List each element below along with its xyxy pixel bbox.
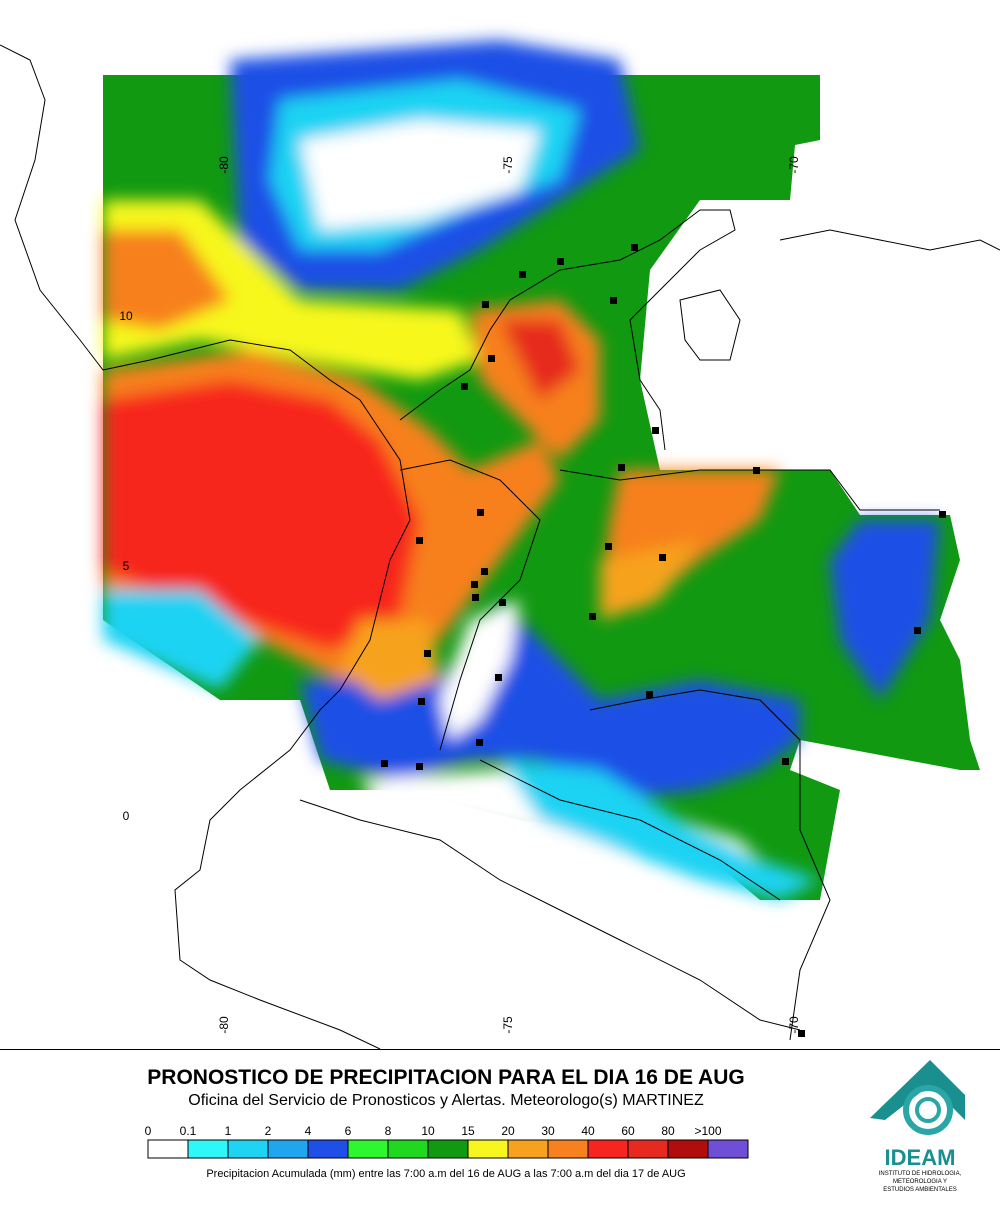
colorbar-swatch <box>387 1139 429 1159</box>
logo: IDEAM INSTITUTO DE HIDROLOGIA, METEOROLO… <box>870 1060 965 1193</box>
colorbar-swatch <box>227 1139 269 1159</box>
colorbar: 0 0.1 1 2 4 6 8 10 15 20 30 40 60 80 >100 <box>145 1124 749 1159</box>
colorbar-label: 80 <box>661 1124 675 1138</box>
colorbar-swatch <box>347 1139 389 1159</box>
colorbar-swatch <box>507 1139 549 1159</box>
logo-line: METEOROLOGIA Y <box>893 1179 947 1185</box>
lat-label: 10 <box>119 309 133 323</box>
lon-label: -75 <box>501 156 515 174</box>
colorbar-swatch <box>147 1139 189 1159</box>
colorbar-label: 0.1 <box>180 1124 197 1138</box>
lon-label: -70 <box>787 1016 801 1034</box>
colorbar-swatch <box>707 1139 749 1159</box>
colorbar-swatch <box>467 1139 509 1159</box>
lon-label: -80 <box>217 156 231 174</box>
lon-label: -80 <box>217 1016 231 1034</box>
lon-label: -75 <box>501 1016 515 1034</box>
colorbar-label: 4 <box>305 1124 312 1138</box>
coastlines <box>0 44 1000 1049</box>
colorbar-label: >100 <box>694 1124 721 1138</box>
lon-label: -70 <box>787 156 801 174</box>
colorbar-swatch <box>587 1139 629 1159</box>
colorbar-label: 15 <box>461 1124 475 1138</box>
colorbar-label: 0 <box>145 1124 152 1138</box>
colorbar-swatch <box>627 1139 669 1159</box>
colorbar-label: 40 <box>581 1124 595 1138</box>
logo-name: IDEAM <box>885 1145 956 1170</box>
colorbar-swatch <box>187 1139 229 1159</box>
colorbar-swatch <box>427 1139 469 1159</box>
colorbar-label: 60 <box>621 1124 635 1138</box>
subtitle: Oficina del Servicio de Pronosticos y Al… <box>188 1092 704 1109</box>
lat-label: 0 <box>123 809 130 823</box>
legend-caption: Precipitacion Acumulada (mm) entre las 7… <box>206 1168 685 1180</box>
logo-line: ESTUDIOS AMBIENTALES <box>883 1187 957 1193</box>
graticule-labels: -80 -75 -70 -80 -75 -70 10 5 0 <box>119 156 801 1034</box>
logo-line: INSTITUTO DE HIDROLOGIA, <box>879 1171 962 1177</box>
colorbar-label: 10 <box>421 1124 435 1138</box>
lat-label: 5 <box>123 559 130 573</box>
stations <box>381 244 946 1037</box>
colorbar-label: 2 <box>265 1124 272 1138</box>
colorbar-label: 20 <box>501 1124 515 1138</box>
title: PRONOSTICO DE PRECIPITACION PARA EL DIA … <box>147 1066 744 1089</box>
colorbar-swatch <box>667 1139 709 1159</box>
colorbar-label: 30 <box>541 1124 555 1138</box>
colorbar-label: 6 <box>345 1124 352 1138</box>
colorbar-label: 8 <box>385 1124 392 1138</box>
colorbar-swatch <box>307 1139 349 1159</box>
colorbar-swatch <box>267 1139 309 1159</box>
colorbar-label: 1 <box>225 1124 232 1138</box>
colorbar-swatch <box>547 1139 589 1159</box>
precipitation-field <box>0 40 1000 1049</box>
